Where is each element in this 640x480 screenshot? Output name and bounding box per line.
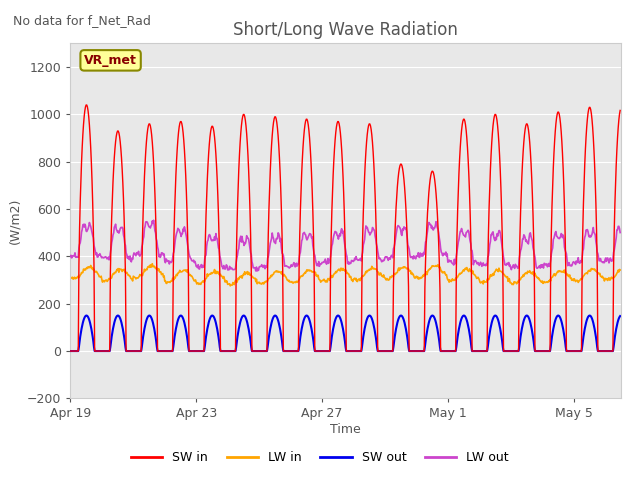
Text: No data for f_Net_Rad: No data for f_Net_Rad (13, 14, 150, 27)
Title: Short/Long Wave Radiation: Short/Long Wave Radiation (233, 21, 458, 39)
X-axis label: Time: Time (330, 423, 361, 436)
Text: VR_met: VR_met (84, 54, 137, 67)
Legend: SW in, LW in, SW out, LW out: SW in, LW in, SW out, LW out (126, 446, 514, 469)
Y-axis label: (W/m2): (W/m2) (8, 198, 22, 244)
